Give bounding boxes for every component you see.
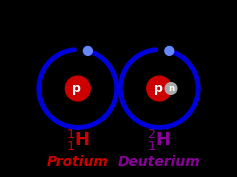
Text: $^{1}_{1}$H: $^{1}_{1}$H — [66, 128, 90, 153]
Circle shape — [83, 46, 92, 55]
Circle shape — [65, 76, 90, 101]
Text: n: n — [168, 84, 174, 93]
Text: p: p — [154, 82, 163, 95]
Text: $^{2}_{1}$H: $^{2}_{1}$H — [147, 128, 171, 153]
Text: Protium: Protium — [47, 155, 109, 169]
Circle shape — [165, 83, 177, 94]
Circle shape — [147, 76, 172, 101]
Text: p: p — [73, 82, 81, 95]
Text: Deuterium: Deuterium — [118, 155, 201, 169]
Circle shape — [165, 46, 174, 55]
